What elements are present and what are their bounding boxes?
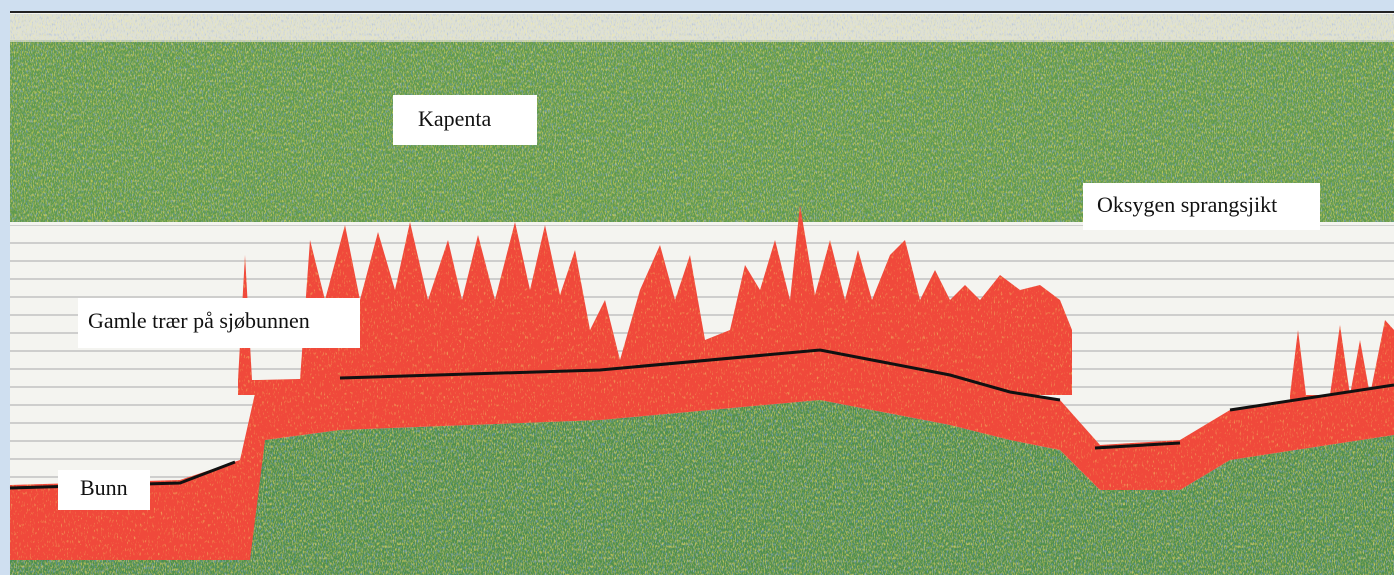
page: Kapenta Oksygen sprangsjikt Gamle trær p…	[0, 0, 1394, 575]
label: Bunn	[80, 475, 128, 500]
surface-noise	[10, 14, 1394, 42]
label: Kapenta	[418, 106, 492, 131]
echogram: Kapenta Oksygen sprangsjikt Gamle trær p…	[0, 0, 1394, 575]
label: Oksygen sprangsjikt	[1097, 192, 1277, 217]
label: Gamle trær på sjøbunnen	[88, 308, 310, 333]
